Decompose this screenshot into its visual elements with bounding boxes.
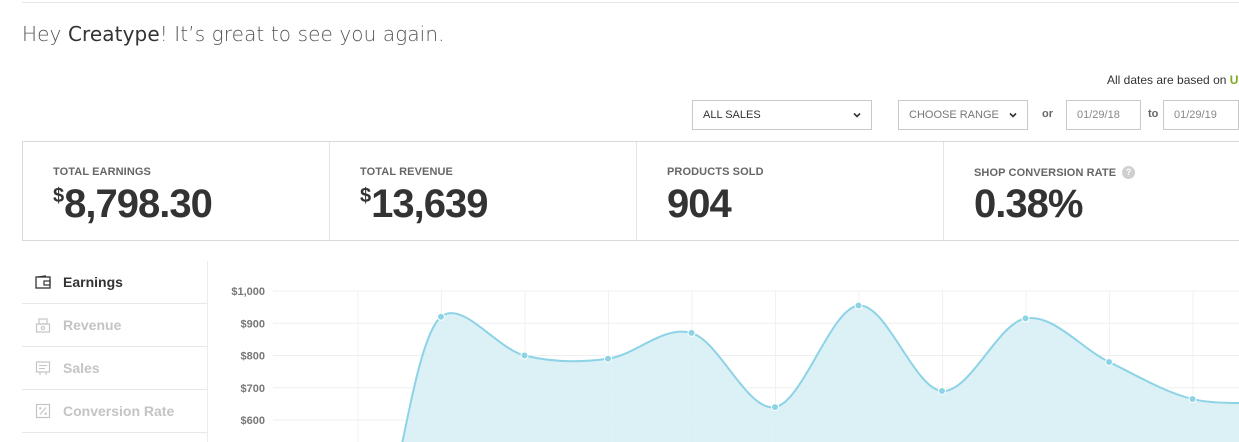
stat-total-revenue: TOTAL REVENUE $13,639 — [330, 142, 637, 240]
data-point[interactable] — [1105, 357, 1113, 366]
timezone-link[interactable]: U — [1229, 73, 1239, 87]
stats-panel: TOTAL EARNINGS $8,798.30 TOTAL REVENUE $… — [22, 141, 1239, 241]
earnings-chart: $1,000 $900 $800 $700 $600 — [231, 286, 1239, 442]
data-point[interactable] — [604, 354, 612, 363]
y-tick-label: $700 — [241, 383, 265, 395]
stat-products-sold: PRODUCTS SOLD 904 — [637, 142, 944, 240]
data-point[interactable] — [437, 312, 445, 321]
stat-label: PRODUCTS SOLD — [667, 166, 764, 178]
date-from-input[interactable]: 01/29/18 — [1066, 100, 1141, 130]
wallet-icon — [34, 273, 52, 291]
stat-value: $8,798.30 — [53, 182, 213, 226]
range-select[interactable]: CHOOSE RANGE — [898, 100, 1028, 130]
help-icon[interactable]: ? — [1122, 166, 1136, 179]
sidebar-item-label: Sales — [63, 360, 100, 376]
percent-icon — [34, 402, 52, 420]
sidebar-item-label: Earnings — [63, 274, 123, 290]
sidebar-item-earnings[interactable]: Earnings — [22, 261, 207, 304]
sidebar-item-revenue[interactable]: Revenue — [22, 304, 207, 347]
stat-value: 0.38% — [974, 182, 1083, 226]
chevron-down-icon — [853, 112, 861, 118]
y-tick-label: $900 — [241, 318, 265, 330]
data-point[interactable] — [520, 351, 529, 360]
receipt-icon — [34, 359, 52, 377]
chart-metric-sidebar: Earnings Revenue Sales Conversion Rate — [22, 261, 207, 433]
data-point[interactable] — [1021, 314, 1030, 323]
range-select-value: CHOOSE RANGE — [909, 109, 999, 121]
or-label: or — [1042, 108, 1053, 120]
y-tick-label: $800 — [241, 351, 265, 363]
data-point[interactable] — [771, 403, 779, 412]
stat-conversion-rate: SHOP CONVERSION RATE? 0.38% — [944, 142, 1239, 240]
data-point[interactable] — [854, 301, 863, 310]
y-tick-label: $600 — [241, 415, 265, 427]
to-label: to — [1148, 108, 1159, 120]
y-tick-label: $1,000 — [231, 286, 265, 298]
dates-note: All dates are based on U — [1107, 73, 1239, 87]
chevron-down-icon — [1009, 112, 1017, 118]
sales-filter-value: ALL SALES — [703, 109, 761, 121]
stat-label: SHOP CONVERSION RATE? — [974, 166, 1136, 179]
sidebar-item-label: Conversion Rate — [63, 403, 175, 419]
sidebar-item-label: Revenue — [63, 317, 122, 333]
data-point[interactable] — [1188, 395, 1197, 404]
stat-total-earnings: TOTAL EARNINGS $8,798.30 — [23, 142, 330, 240]
area-fill — [402, 305, 1239, 442]
stat-label: TOTAL REVENUE — [360, 166, 453, 178]
stat-value: $13,639 — [360, 182, 488, 226]
top-divider — [22, 2, 1239, 3]
date-to-input[interactable]: 01/29/19 — [1163, 100, 1239, 130]
sidebar-item-conversion-rate[interactable]: Conversion Rate — [22, 390, 207, 433]
data-point[interactable] — [938, 386, 946, 395]
stat-label: TOTAL EARNINGS — [53, 166, 151, 178]
data-point[interactable] — [687, 328, 696, 337]
sidebar-item-sales[interactable]: Sales — [22, 347, 207, 390]
greeting: Hey Creatype! It’s great to see you agai… — [22, 22, 445, 46]
user-name: Creatype — [67, 22, 160, 46]
sidebar-divider — [207, 261, 208, 442]
stat-value: 904 — [667, 182, 732, 226]
series-line — [401, 304, 1239, 442]
cash-register-icon — [34, 316, 52, 334]
sales-filter-select[interactable]: ALL SALES — [692, 100, 872, 130]
